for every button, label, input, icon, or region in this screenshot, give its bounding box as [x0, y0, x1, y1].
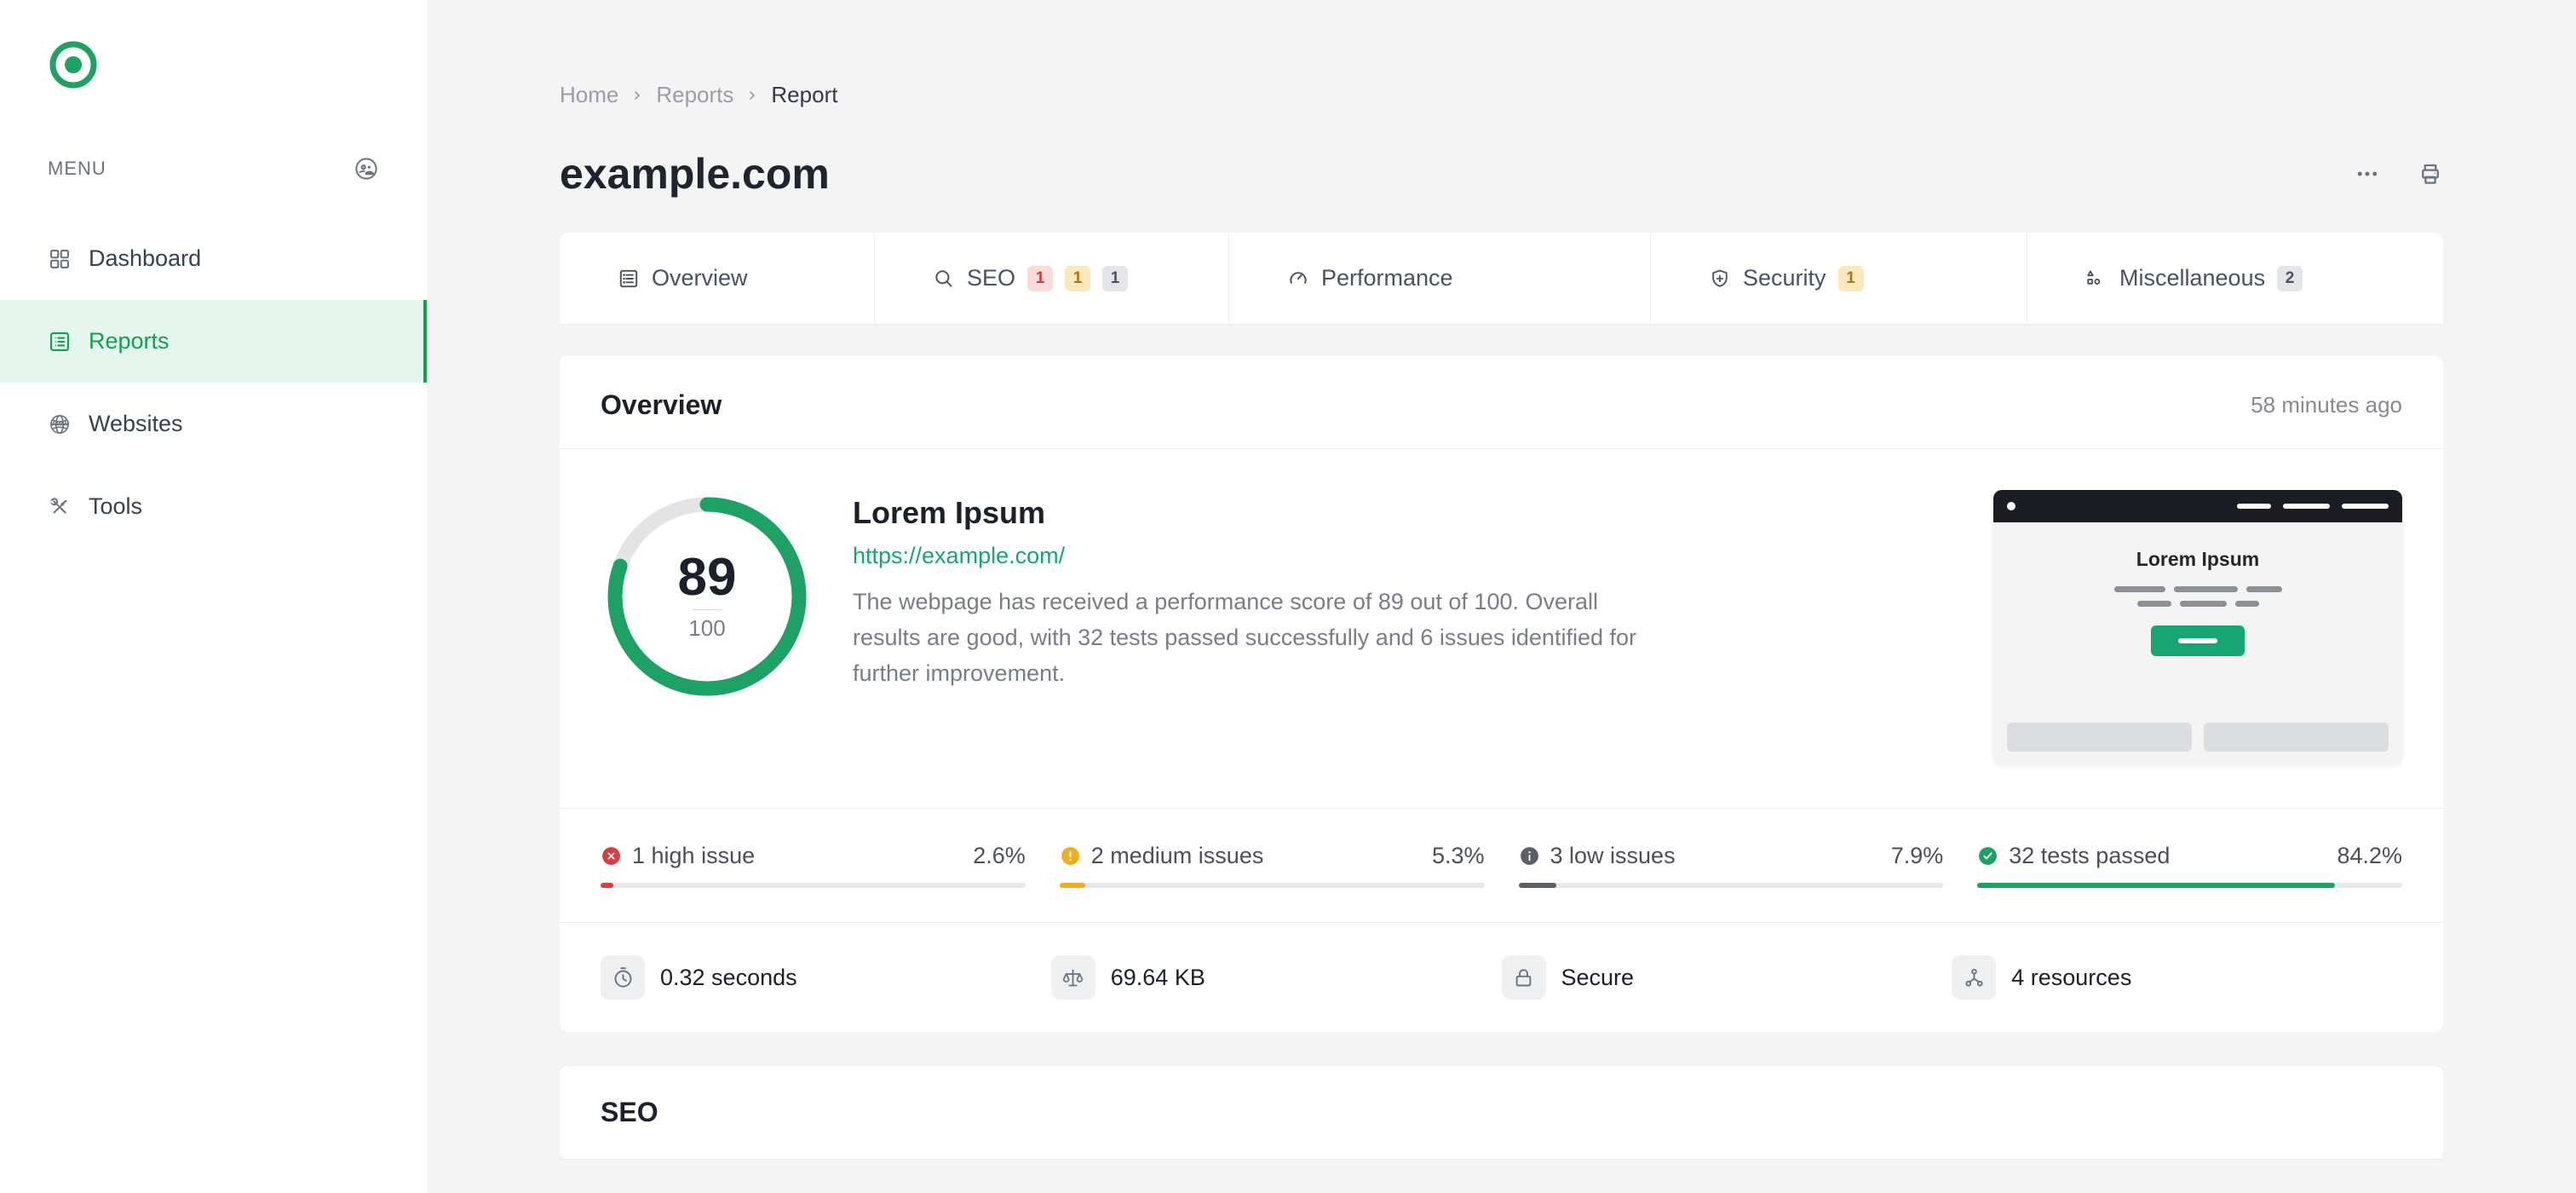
- svg-text:WWW: WWW: [51, 419, 69, 427]
